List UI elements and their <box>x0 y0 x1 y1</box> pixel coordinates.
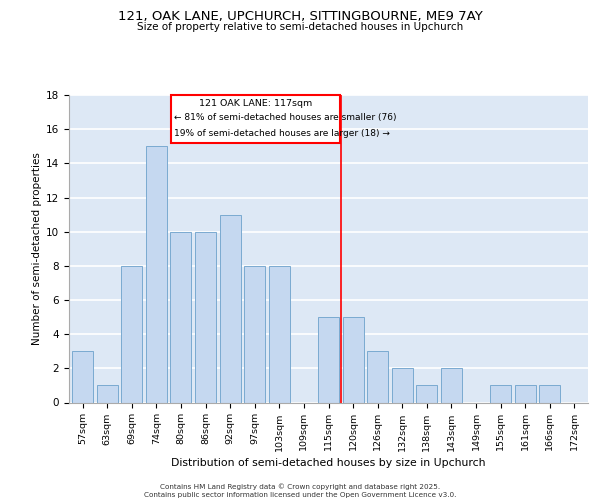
X-axis label: Distribution of semi-detached houses by size in Upchurch: Distribution of semi-detached houses by … <box>171 458 486 468</box>
Bar <box>416 386 437 402</box>
Bar <box>441 368 462 402</box>
Bar <box>318 317 339 402</box>
Bar <box>97 386 118 402</box>
Bar <box>343 317 364 402</box>
Bar <box>367 351 388 403</box>
Bar <box>515 386 536 402</box>
FancyBboxPatch shape <box>171 95 340 143</box>
Bar <box>72 351 93 403</box>
Text: Size of property relative to semi-detached houses in Upchurch: Size of property relative to semi-detach… <box>137 22 463 32</box>
Text: 121, OAK LANE, UPCHURCH, SITTINGBOURNE, ME9 7AY: 121, OAK LANE, UPCHURCH, SITTINGBOURNE, … <box>118 10 482 23</box>
Bar <box>146 146 167 403</box>
Bar <box>170 232 191 402</box>
Bar <box>195 232 216 402</box>
Bar <box>244 266 265 402</box>
Y-axis label: Number of semi-detached properties: Number of semi-detached properties <box>32 152 42 345</box>
Bar <box>392 368 413 402</box>
Text: 121 OAK LANE: 117sqm: 121 OAK LANE: 117sqm <box>199 100 313 108</box>
Bar <box>490 386 511 402</box>
Bar <box>269 266 290 402</box>
Bar <box>121 266 142 402</box>
Text: ← 81% of semi-detached houses are smaller (76): ← 81% of semi-detached houses are smalle… <box>174 113 397 122</box>
Bar <box>220 214 241 402</box>
Text: 19% of semi-detached houses are larger (18) →: 19% of semi-detached houses are larger (… <box>174 129 390 138</box>
Text: Contains HM Land Registry data © Crown copyright and database right 2025.
Contai: Contains HM Land Registry data © Crown c… <box>144 484 456 498</box>
Bar <box>539 386 560 402</box>
